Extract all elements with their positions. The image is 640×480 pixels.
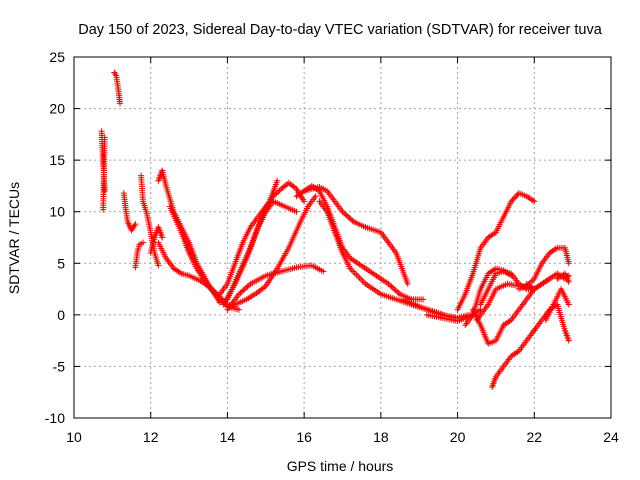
y-tick-label: 10: [49, 204, 65, 220]
chart-title: Day 150 of 2023, Sidereal Day-to-day VTE…: [78, 22, 602, 38]
y-tick-label: 0: [57, 307, 65, 323]
y-tick-label: -5: [53, 358, 66, 374]
data-point: [211, 290, 218, 297]
data-point: [509, 197, 516, 204]
data-point: [391, 286, 398, 293]
data-series-arc-5: [132, 239, 147, 271]
data-point: [238, 288, 245, 295]
data-series-arc-26: [489, 327, 538, 391]
x-tick-label: 14: [220, 429, 236, 445]
data-point: [246, 282, 253, 289]
data-point: [389, 284, 396, 291]
data-point: [420, 296, 427, 303]
x-tick-label: 24: [603, 429, 619, 445]
data-point: [514, 191, 521, 198]
data-series-arc-13: [224, 177, 281, 303]
data-point: [132, 221, 139, 228]
x-tick-label: 12: [143, 429, 159, 445]
data-point: [512, 194, 519, 201]
data-point: [395, 289, 402, 296]
data-point: [392, 287, 399, 294]
data-point: [386, 282, 393, 289]
data-point: [565, 337, 572, 344]
data-point: [565, 301, 572, 308]
data-series-arc-7: [147, 224, 166, 256]
data-point: [210, 288, 217, 295]
axis-ticks: [73, 56, 612, 419]
data-point: [244, 283, 251, 290]
data-point: [101, 188, 108, 195]
data-point: [312, 193, 319, 200]
y-tick-label: 15: [49, 152, 65, 168]
data-series-arc-16: [293, 183, 411, 287]
data-series-arc-31: [542, 286, 572, 324]
data-point: [140, 239, 147, 246]
x-tick-label: 10: [66, 429, 82, 445]
y-tick-label: 5: [57, 255, 65, 271]
data-point: [343, 212, 350, 219]
data-point: [241, 286, 248, 293]
data-point: [235, 291, 242, 298]
data-series-arc-21: [454, 190, 538, 313]
data-point: [565, 260, 572, 267]
data-series-arc-4: [120, 190, 139, 234]
data-point: [159, 234, 166, 241]
y-tick-label: -10: [45, 410, 65, 426]
data-point: [205, 282, 212, 289]
x-axis-label: GPS time / hours: [287, 458, 394, 474]
x-tick-label: 20: [450, 429, 466, 445]
grid-lines: [74, 57, 611, 418]
data-point: [206, 284, 213, 291]
y-tick-label: 25: [49, 49, 65, 65]
data-point: [385, 280, 392, 287]
data-point: [531, 198, 538, 205]
x-tick-label: 22: [526, 429, 542, 445]
data-point: [320, 268, 327, 275]
data-series-arc-3: [111, 69, 124, 107]
data-point: [117, 100, 124, 107]
data-point: [209, 287, 216, 294]
data-point: [394, 288, 401, 295]
data-point: [340, 210, 347, 217]
data-point: [342, 211, 349, 218]
data-point: [404, 280, 411, 287]
data-series-arc-32: [554, 270, 572, 285]
data-point: [346, 215, 353, 222]
data-point: [565, 278, 572, 285]
data-point: [235, 306, 242, 313]
data-point: [348, 216, 355, 223]
data-series-arc-15: [232, 193, 319, 308]
y-tick-label: 20: [49, 101, 65, 117]
data-point: [237, 289, 244, 296]
data-point: [513, 192, 520, 199]
data-point: [345, 213, 352, 220]
data-series-arc-2: [100, 134, 108, 213]
data-points: [98, 69, 572, 391]
data-point: [388, 283, 395, 290]
data-point: [339, 208, 346, 215]
data-point: [301, 198, 308, 205]
data-point: [243, 284, 250, 291]
data-point: [215, 294, 222, 301]
data-point: [508, 198, 515, 205]
tick-labels: 10 12 14 16 18 20 22 24 -10 -5 0 5 10 15 20 25: [45, 49, 619, 445]
data-point: [293, 208, 300, 215]
data-point: [212, 291, 219, 298]
data-point: [155, 262, 162, 269]
y-axis-label: SDTVAR / TECUs: [6, 182, 22, 294]
data-point: [101, 134, 108, 141]
data-point: [510, 195, 517, 202]
data-series-arc-14: [224, 262, 327, 313]
data-point: [240, 287, 247, 294]
data-point: [349, 217, 356, 224]
x-tick-label: 18: [373, 429, 389, 445]
data-point: [274, 177, 281, 184]
data-series-arc-8: [155, 167, 223, 306]
x-tick-label: 16: [296, 429, 312, 445]
plot-frame: [73, 56, 612, 419]
data-point: [207, 285, 214, 292]
data-series-arc-28: [515, 244, 572, 293]
